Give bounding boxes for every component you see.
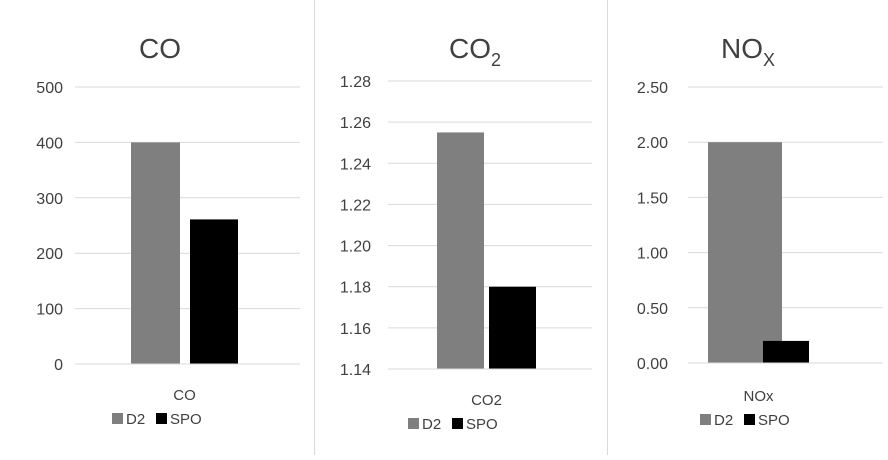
nox-bar-spo xyxy=(763,340,809,363)
co-legend-swatch-spo xyxy=(156,413,167,424)
nox-y-tick-label: 0.00 xyxy=(637,356,668,373)
nox-legend-label-spo: SPO xyxy=(758,412,790,429)
co2-chart: CO2 1.14 1.16 1.18 1.20 1.22 1.24 1.26 1.28 CO2 D2… xyxy=(340,33,592,433)
co2-y-tick-label: 1.22 xyxy=(340,197,371,214)
nox-category-label: NOx xyxy=(744,388,775,405)
co-legend-label-d2: D2 xyxy=(126,411,145,428)
co2-legend-label-spo: SPO xyxy=(466,416,498,433)
co2-y-tick-label: 1.18 xyxy=(340,280,371,297)
nox-chart-panel: NOX 0.00 0.50 1.00 1.50 2.00 2.50 NOx D2 SPO xyxy=(608,0,888,455)
nox-y-tick-label: 1.00 xyxy=(637,246,668,263)
co2-chart-panel: CO2 1.14 1.16 1.18 1.20 1.22 1.24 1.26 1.28 CO2 D2… xyxy=(315,0,607,455)
nox-title-main: NO xyxy=(721,33,763,64)
co-legend-item-spo: SPO xyxy=(156,411,202,428)
co2-title-subscript: 2 xyxy=(491,50,501,70)
co2-category-label: CO2 xyxy=(471,392,502,409)
co2-y-tick-label: 1.16 xyxy=(340,321,371,338)
co-chart-title: CO xyxy=(139,33,181,64)
nox-title-subscript: X xyxy=(763,50,775,70)
nox-y-tick-label: 2.00 xyxy=(637,135,668,152)
nox-legend-swatch-spo xyxy=(744,414,755,425)
co2-y-tick-label: 1.28 xyxy=(340,74,371,91)
nox-legend-label-d2: D2 xyxy=(714,412,733,429)
co-y-tick-label: 400 xyxy=(36,135,63,152)
co-bar-d2 xyxy=(131,142,180,364)
nox-y-tick-label: 0.50 xyxy=(637,301,668,318)
co2-y-tick-label: 1.24 xyxy=(340,156,371,173)
co-chart-panel: CO 0 100 200 300 400 500 CO D2 SPO xyxy=(0,0,314,455)
co-y-tick-label: 500 xyxy=(36,80,63,97)
nox-legend-item-spo: SPO xyxy=(744,412,790,429)
co-legend-swatch-d2 xyxy=(112,413,123,424)
co2-legend-swatch-spo xyxy=(452,418,463,429)
co2-y-tick-label: 1.26 xyxy=(340,115,371,132)
co2-legend-swatch-d2 xyxy=(408,418,419,429)
co2-bar-spo xyxy=(489,286,536,369)
nox-bar-d2 xyxy=(708,142,782,363)
nox-y-tick-label: 1.50 xyxy=(637,190,668,207)
panel-divider xyxy=(607,0,608,455)
nox-legend-item-d2: D2 xyxy=(700,412,733,429)
co-y-tick-label: 300 xyxy=(36,191,63,208)
co-y-tick-label: 200 xyxy=(36,246,63,263)
nox-chart: NOX 0.00 0.50 1.00 1.50 2.00 2.50 NOx D2 SPO xyxy=(637,33,883,429)
nox-y-tick-label: 2.50 xyxy=(637,80,668,97)
co2-chart-title: CO2 xyxy=(449,33,501,70)
co-legend-label-spo: SPO xyxy=(170,411,202,428)
co2-legend-item-spo: SPO xyxy=(452,416,498,433)
co2-y-tick-label: 1.14 xyxy=(340,362,371,379)
co-chart: CO 0 100 200 300 400 500 CO D2 SPO xyxy=(36,33,300,428)
co-bar-spo xyxy=(190,219,238,364)
co-title-main: CO xyxy=(139,33,181,64)
co2-title-main: CO xyxy=(449,33,491,64)
co2-y-tick-label: 1.20 xyxy=(340,239,371,256)
co-y-tick-label: 100 xyxy=(36,302,63,319)
co-y-tick-label: 0 xyxy=(54,357,63,374)
co-legend-item-d2: D2 xyxy=(112,411,145,428)
nox-legend-swatch-d2 xyxy=(700,414,711,425)
panel-divider xyxy=(314,0,315,455)
co2-legend-item-d2: D2 xyxy=(408,416,441,433)
co-category-label: CO xyxy=(173,387,196,404)
nox-chart-title: NOX xyxy=(721,33,775,70)
co2-legend-label-d2: D2 xyxy=(422,416,441,433)
co2-bar-d2 xyxy=(437,132,484,369)
